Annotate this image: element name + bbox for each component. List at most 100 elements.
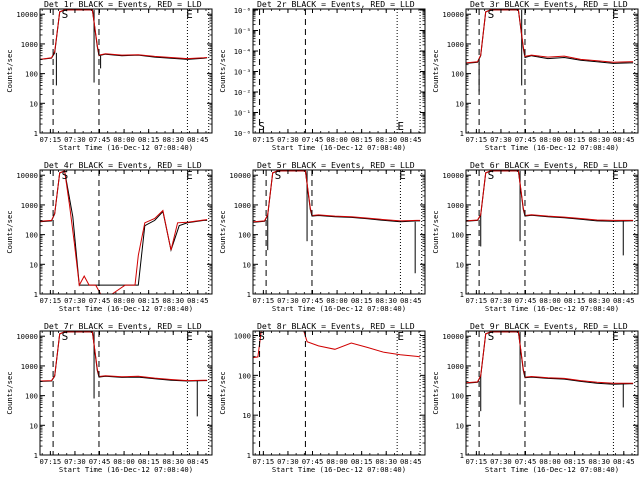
x-tick-label: 08:45 xyxy=(187,135,209,144)
x-tick-label: 08:15 xyxy=(138,457,160,466)
x-tick-label: 08:30 xyxy=(588,457,610,466)
plot-frame xyxy=(39,330,213,456)
y-tick-label: 100 xyxy=(25,70,38,79)
x-tick-label: 07:45 xyxy=(89,457,111,466)
x-tick-label: 07:45 xyxy=(302,135,324,144)
panel-title: Det 2r BLACK = Events, RED = LLD xyxy=(257,0,415,9)
x-tick-label: 08:00 xyxy=(539,296,561,305)
x-tick-label: 08:15 xyxy=(564,457,586,466)
x-tick-label: 08:15 xyxy=(138,135,160,144)
y-tick-label: 100 xyxy=(451,392,464,401)
x-tick-label: 07:15 xyxy=(466,457,488,466)
marker-s: S xyxy=(488,169,495,182)
x-tick-label: 07:15 xyxy=(253,135,275,144)
y-tick-label: 1000 xyxy=(447,362,464,371)
x-tick-label: 07:45 xyxy=(515,135,537,144)
marker-e: E xyxy=(397,120,404,133)
marker-s: S xyxy=(62,330,69,343)
x-tick-label: 08:15 xyxy=(564,296,586,305)
y-tick-label: 100 xyxy=(451,70,464,79)
series-line-lld xyxy=(466,331,634,384)
plot-frame xyxy=(252,330,426,456)
y-tick-label: 10 xyxy=(455,421,464,430)
plot-frame xyxy=(252,169,426,295)
x-tick-label: 07:15 xyxy=(466,135,488,144)
x-tick-label: 07:30 xyxy=(64,457,86,466)
series-group xyxy=(253,170,421,274)
x-tick-label: 07:15 xyxy=(253,296,275,305)
x-axis-label: Start Time (16-Dec-12 07:08:40) xyxy=(485,143,619,152)
y-axis-label: Counts/sec xyxy=(431,210,440,253)
x-tick-label: 07:45 xyxy=(515,457,537,466)
y-tick-label: 1000 xyxy=(447,40,464,49)
x-axis-label: Start Time (16-Dec-12 07:08:40) xyxy=(59,304,193,313)
x-tick-label: 08:00 xyxy=(113,135,135,144)
x-tick-label: 08:00 xyxy=(113,457,135,466)
x-axis-label: Start Time (16-Dec-12 07:08:40) xyxy=(59,465,193,474)
panel-title: Det 9r BLACK = Events, RED = LLD xyxy=(470,321,628,331)
x-tick-label: 08:30 xyxy=(162,135,184,144)
y-tick-label: 10000 xyxy=(442,10,464,19)
y-tick-label: 10 xyxy=(242,411,251,420)
x-axis-label: Start Time (16-Dec-12 07:08:40) xyxy=(272,304,406,313)
x-axis-label: Start Time (16-Dec-12 07:08:40) xyxy=(272,143,406,152)
y-tick-label: 1 xyxy=(460,129,464,138)
y-tick-label: 10 xyxy=(29,421,38,430)
y-tick-label: 1000 xyxy=(21,201,38,210)
panel-title: Det 6r BLACK = Events, RED = LLD xyxy=(470,160,628,170)
x-tick-label: 07:30 xyxy=(490,296,512,305)
x-tick-label: 07:30 xyxy=(277,135,299,144)
y-tick-label: 1 xyxy=(34,129,38,138)
plot-frame xyxy=(465,330,639,456)
y-tick-label: 100 xyxy=(451,231,464,240)
x-tick-label: 08:30 xyxy=(162,296,184,305)
marker-s: S xyxy=(62,169,69,182)
y-tick-label: 1000 xyxy=(21,40,38,49)
x-tick-label: 07:30 xyxy=(277,457,299,466)
x-tick-label: 08:15 xyxy=(351,296,373,305)
x-tick-label: 08:15 xyxy=(351,457,373,466)
y-tick-label: 1 xyxy=(34,290,38,299)
y-tick-label: 1000 xyxy=(447,201,464,210)
x-tick-label: 08:45 xyxy=(613,457,635,466)
x-tick-label: 07:45 xyxy=(302,296,324,305)
series-group xyxy=(466,331,634,412)
x-tick-label: 07:30 xyxy=(64,296,86,305)
x-tick-label: 08:00 xyxy=(326,135,348,144)
y-tick-label: 10000 xyxy=(16,332,38,341)
y-tick-label: 1 xyxy=(34,451,38,460)
panel-title: Det 5r BLACK = Events, RED = LLD xyxy=(257,160,415,170)
y-axis-label: Counts/sec xyxy=(218,371,227,414)
plot-frame xyxy=(465,169,639,295)
x-tick-label: 07:15 xyxy=(40,296,62,305)
y-tick-label: 1000 xyxy=(21,362,38,371)
y-tick-label: 10 xyxy=(29,99,38,108)
x-tick-label: 08:45 xyxy=(187,457,209,466)
y-tick-label: 10 xyxy=(29,260,38,269)
panel-title: Det 7r BLACK = Events, RED = LLD xyxy=(44,321,202,331)
y-axis-label: Counts/sec xyxy=(5,210,14,253)
plot-frame xyxy=(39,8,213,134)
panel-title: Det 3r BLACK = Events, RED = LLD xyxy=(470,0,628,9)
plot-frame xyxy=(252,8,426,134)
y-axis-label: Counts/sec xyxy=(218,210,227,253)
series-group xyxy=(40,170,208,294)
marker-s: S xyxy=(275,169,282,182)
x-tick-label: 07:30 xyxy=(64,135,86,144)
x-tick-label: 07:45 xyxy=(89,135,111,144)
y-axis-label: Counts/sec xyxy=(5,371,14,414)
x-tick-label: 07:45 xyxy=(89,296,111,305)
y-tick-label: 10⁻⁶ xyxy=(234,6,251,15)
y-tick-label: 10 xyxy=(242,260,251,269)
y-tick-label: 100 xyxy=(238,231,251,240)
plot-frame xyxy=(39,169,213,295)
y-tick-label: 10⁻⁰ xyxy=(234,129,251,138)
